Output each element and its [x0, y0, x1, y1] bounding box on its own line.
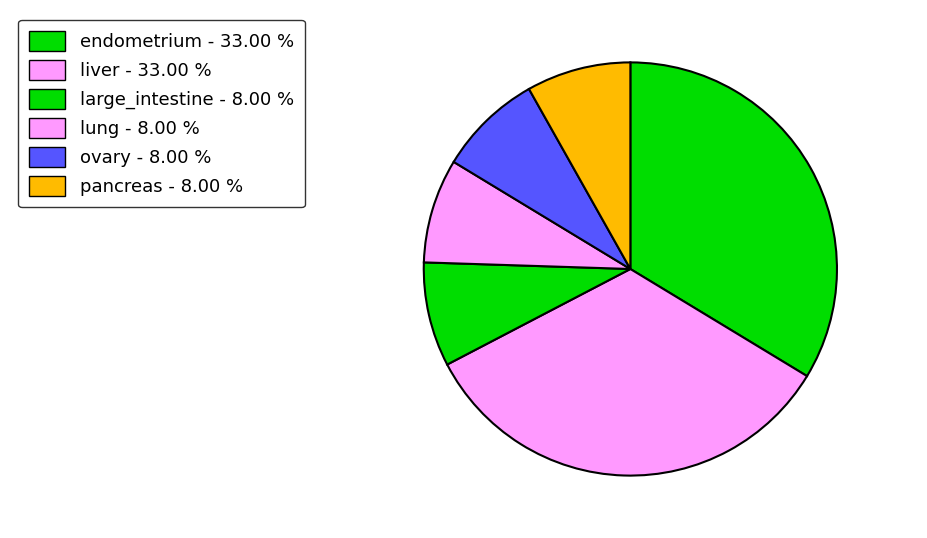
Wedge shape: [424, 263, 630, 365]
Wedge shape: [424, 162, 630, 269]
Wedge shape: [630, 62, 837, 376]
Wedge shape: [529, 62, 630, 269]
Wedge shape: [453, 89, 630, 269]
Legend: endometrium - 33.00 %, liver - 33.00 %, large_intestine - 8.00 %, lung - 8.00 %,: endometrium - 33.00 %, liver - 33.00 %, …: [19, 20, 305, 207]
Wedge shape: [447, 269, 807, 476]
